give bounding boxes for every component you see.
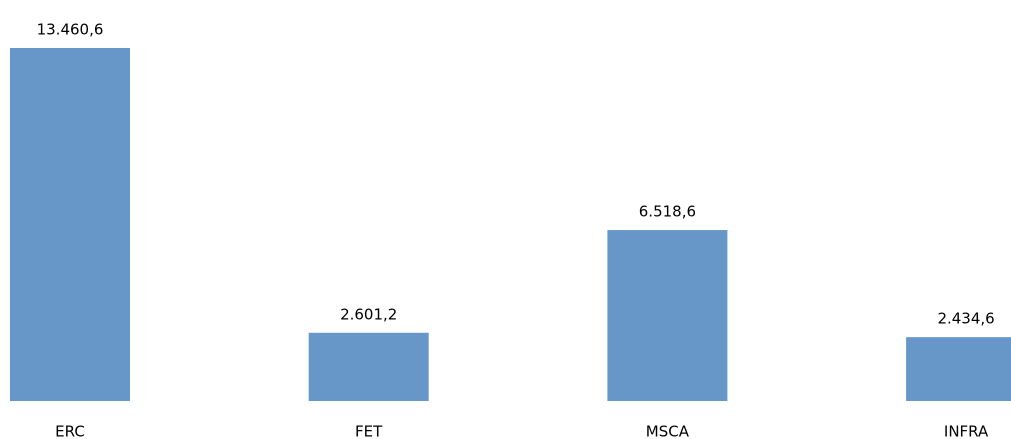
x-tick-label: ERC: [55, 423, 85, 439]
bar: [308, 332, 429, 401]
data-label: 2.434,6: [937, 310, 994, 328]
x-tick-label: FET: [355, 423, 383, 439]
x-tick-label: INFRA: [944, 423, 989, 439]
bar: [607, 230, 728, 401]
bar: [10, 48, 130, 401]
data-label: 6.518,6: [639, 203, 696, 221]
data-label: 13.460,6: [37, 21, 104, 39]
bar: [906, 337, 1011, 401]
data-label: 2.601,2: [340, 305, 397, 323]
x-tick-label: MSCA: [646, 423, 690, 439]
